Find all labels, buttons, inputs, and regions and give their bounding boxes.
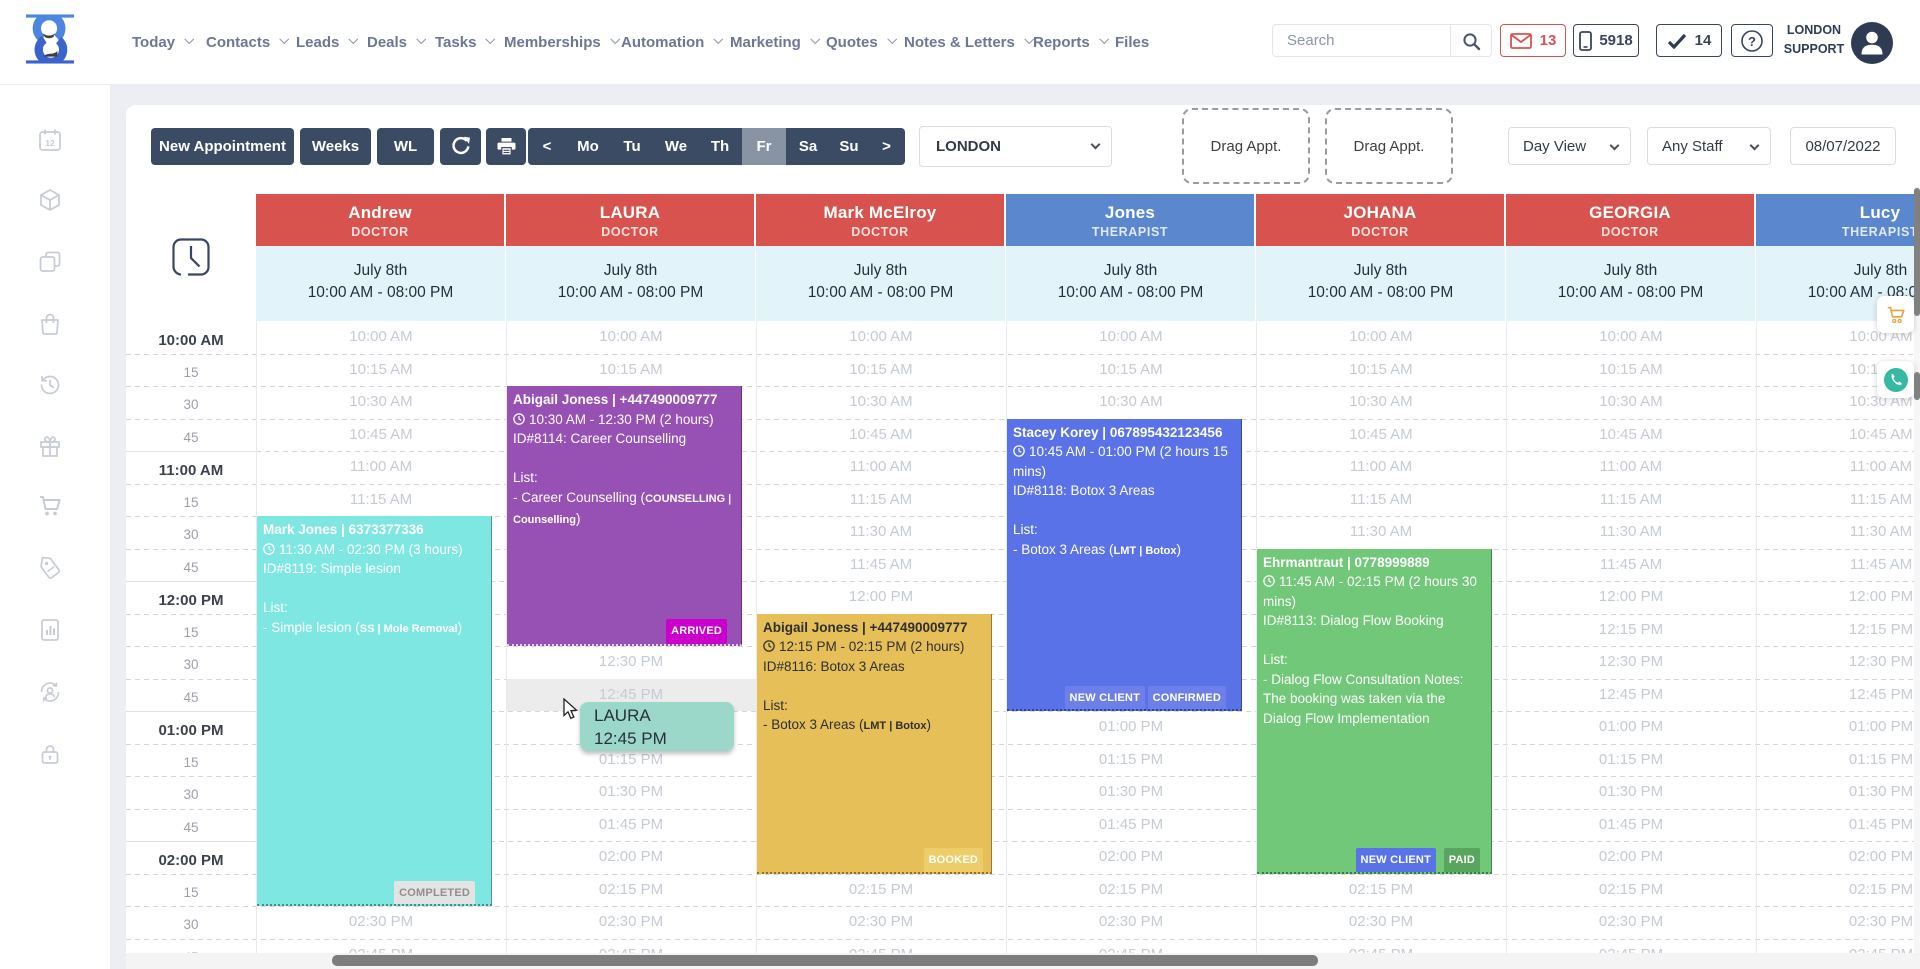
svg-text:?: ? [1748, 34, 1756, 49]
svg-text:12: 12 [45, 138, 55, 148]
